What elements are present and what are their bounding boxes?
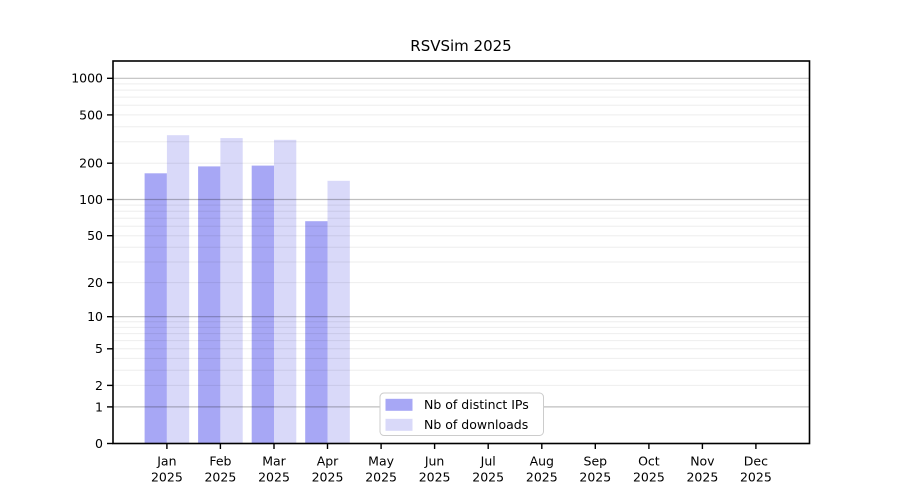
y-tick-label: 100 (79, 192, 103, 207)
legend: Nb of distinct IPs Nb of downloads (379, 392, 544, 436)
x-tick-month: Aug (530, 454, 554, 469)
x-tick-year: 2025 (312, 470, 344, 485)
chart-title: RSVSim 2025 (410, 37, 511, 55)
y-tick-label: 2 (95, 378, 103, 393)
bar-distinct-ips-jan (144, 173, 167, 444)
x-tick-month: Jun (424, 454, 445, 469)
y-tick-label: 500 (79, 107, 103, 122)
y-tick-label: 50 (87, 228, 103, 243)
x-tick-year: 2025 (740, 470, 772, 485)
x-tick-label: Feb 2025 (204, 454, 236, 485)
y-tick-label: 20 (87, 275, 103, 290)
bar-downloads-jan (166, 135, 190, 444)
plot-border (112, 60, 811, 445)
legend-swatch-distinct-ips (385, 398, 413, 411)
x-tick-year: 2025 (579, 470, 611, 485)
x-tick-label: Mar 2025 (258, 454, 290, 485)
x-tick-label: Dec 2025 (740, 454, 772, 485)
bar-downloads-feb (220, 138, 243, 444)
x-tick-month: Oct (638, 454, 660, 469)
y-tick-label: 0 (95, 436, 103, 451)
x-tick-label: Jan 2025 (151, 454, 183, 485)
x-tick-year: 2025 (526, 470, 558, 485)
x-tick-label: Sep 2025 (579, 454, 611, 485)
x-tick-month: Sep (584, 454, 608, 469)
x-tick-year: 2025 (686, 470, 718, 485)
bar-distinct-ips-feb (198, 166, 221, 444)
x-tick-year: 2025 (258, 470, 290, 485)
bar-distinct-ips-apr (305, 221, 328, 444)
x-tick-month: Jan (156, 454, 176, 469)
x-tick-month: Nov (690, 454, 715, 469)
x-tick-month: May (368, 454, 394, 469)
legend-swatch-downloads (385, 418, 413, 431)
legend-label-downloads: Nb of downloads (424, 417, 528, 432)
y-tick-label: 5 (95, 341, 103, 356)
y-tick-label: 10 (87, 309, 103, 324)
x-tick-year: 2025 (472, 470, 504, 485)
x-tick-month: Jul (480, 454, 496, 469)
x-tick-label: Aug 2025 (526, 454, 558, 485)
x-tick-label: May 2025 (365, 454, 397, 485)
bar-downloads-apr (327, 180, 350, 444)
bar-downloads-mar (274, 139, 297, 444)
x-tick-month: Feb (209, 454, 231, 469)
x-tick-label: Apr 2025 (312, 454, 344, 485)
x-tick-year: 2025 (633, 470, 665, 485)
x-tick-year: 2025 (204, 470, 236, 485)
x-tick-label: Oct 2025 (633, 454, 665, 485)
x-tick-year: 2025 (419, 470, 451, 485)
x-tick-label: Nov 2025 (686, 454, 718, 485)
legend-label-distinct-ips: Nb of distinct IPs (424, 397, 529, 412)
y-tick-label: 1000 (71, 71, 103, 86)
x-tick-month: Apr (317, 454, 339, 469)
x-tick-year: 2025 (151, 470, 183, 485)
x-tick-year: 2025 (365, 470, 397, 485)
x-tick-month: Dec (744, 454, 768, 469)
x-tick-label: Jul 2025 (472, 454, 504, 485)
bar-distinct-ips-mar (251, 165, 274, 444)
x-tick-label: Jun 2025 (419, 454, 451, 485)
y-tick-label: 1 (95, 399, 103, 414)
legend-box (379, 392, 544, 436)
y-tick-label: 200 (79, 156, 103, 171)
x-tick-month: Mar (262, 454, 286, 469)
